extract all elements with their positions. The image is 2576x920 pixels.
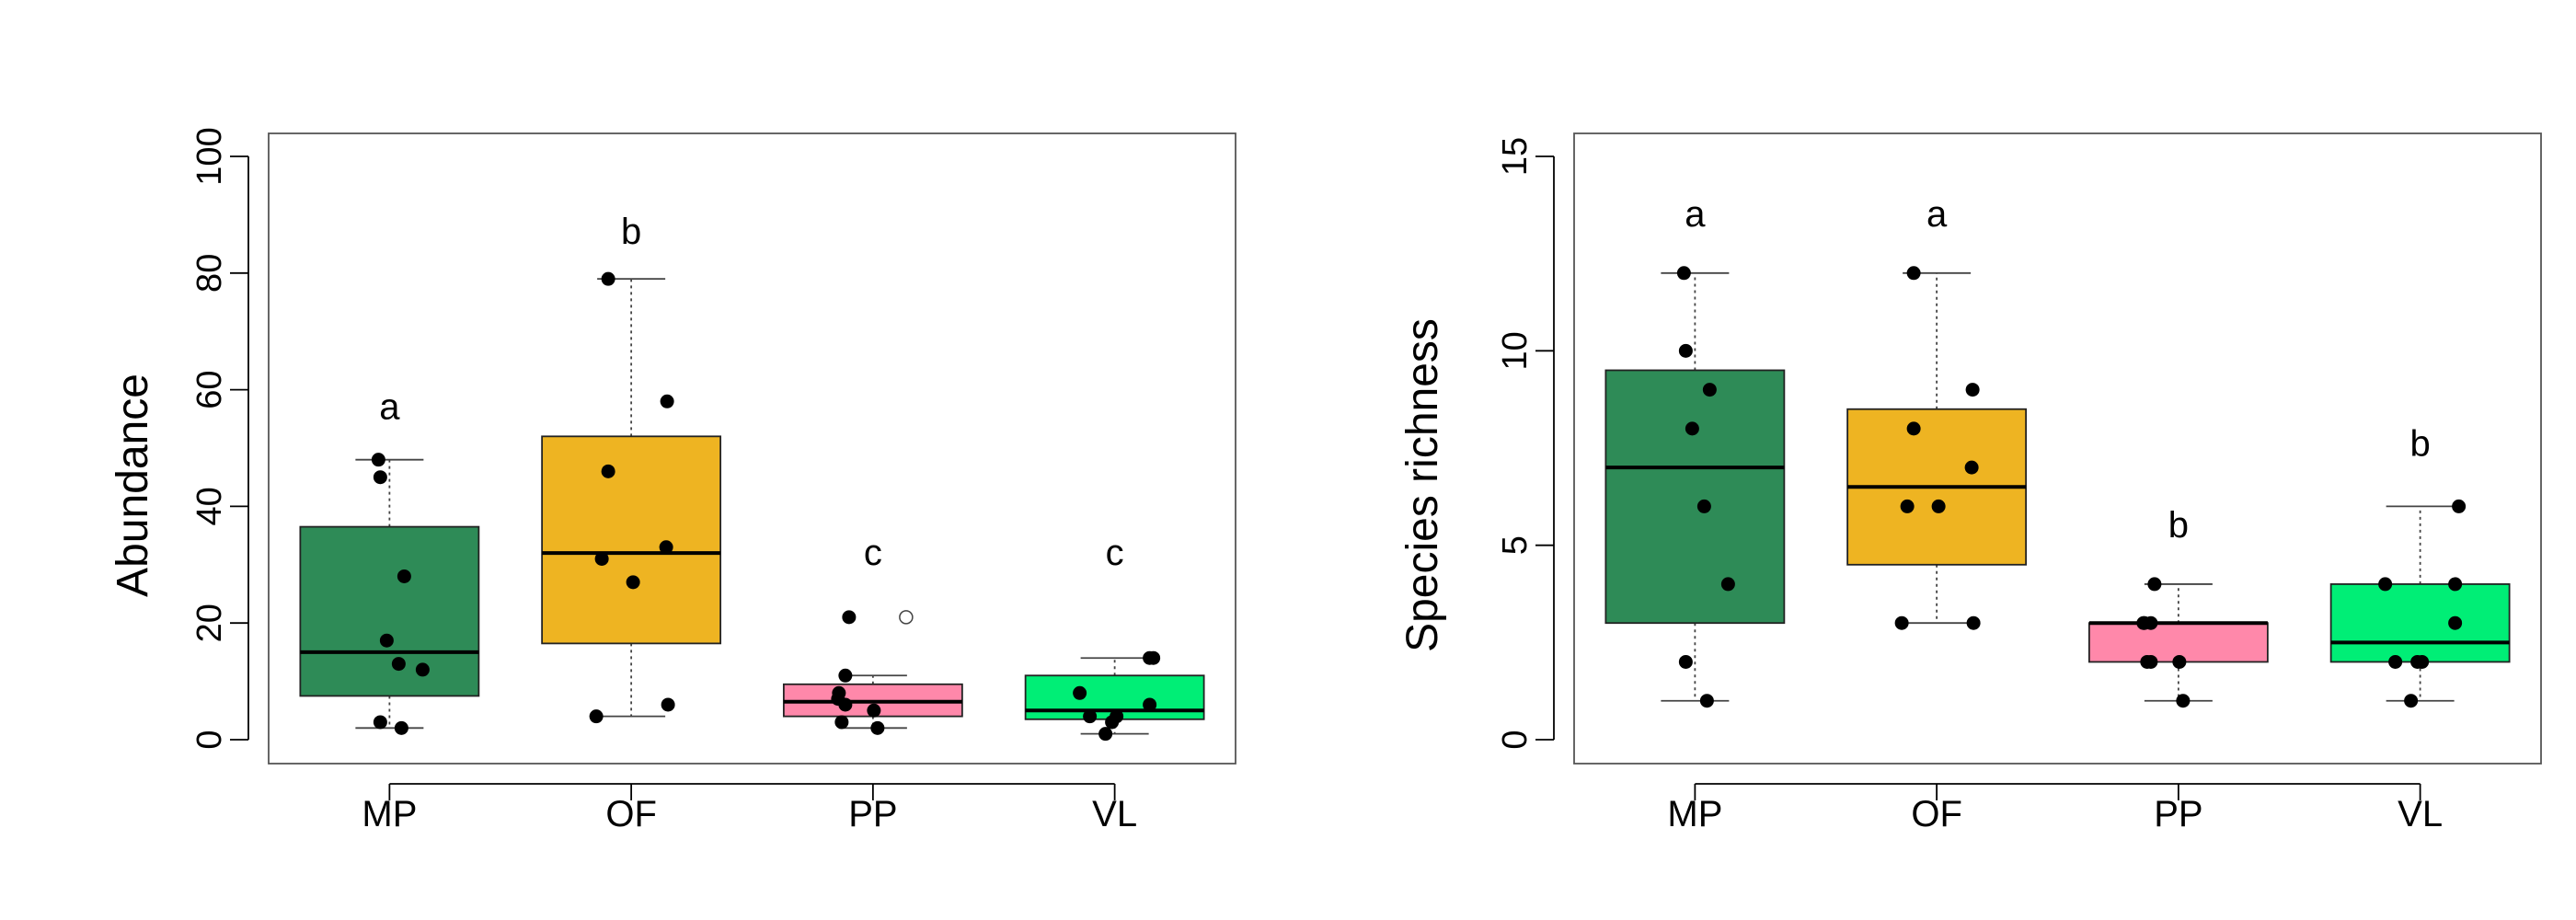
outlier-point-pp [899,610,914,625]
data-point-of [1965,383,1980,397]
data-point-mp [394,720,408,735]
data-point-vl [2448,577,2463,592]
significance-letter-pp: b [2168,505,2189,546]
data-point-mp [1699,694,1714,708]
plot-frame [268,132,1236,765]
data-point-pp [2172,654,2187,669]
data-point-of [661,697,675,712]
abundance-panel: 0 20 40 60 80 100 Abundance MP OF PP VL a b c c [109,127,1236,834]
x-tick-label-vl: VL [1092,794,1137,834]
x-tick-label-of: OF [605,794,657,834]
box-of [541,435,722,645]
data-point-of [659,540,673,555]
data-point-of [1964,460,1979,475]
y-tick-label: 100 [190,127,229,185]
data-point-of [1906,421,1921,436]
y-tick-label: 5 [1496,535,1535,555]
y-tick-label: 20 [190,604,229,642]
x-tick-label-mp: MP [362,794,417,834]
data-point-vl [1083,709,1098,724]
data-point-mp [397,569,411,583]
data-point-mp [1696,499,1711,513]
species-richness-panel: 0 5 10 15 Species richness MP OF PP VL a a b b [1398,132,2542,834]
y-tick-label: 0 [1496,730,1535,749]
y-axis-label: Species richness [1398,318,1447,652]
data-point-pp [838,697,853,712]
data-point-mp [1678,343,1693,358]
data-point-vl [2448,615,2463,630]
data-point-vl [2388,654,2403,669]
y-tick-label: 10 [1496,331,1535,370]
data-point-pp [834,715,849,730]
significance-letter-vl: c [1106,533,1124,573]
data-point-of [594,551,609,566]
data-point-pp [870,720,885,735]
data-point-of [660,394,674,408]
box-vl [2329,583,2511,663]
x-tick-label-pp: PP [848,794,897,834]
data-point-vl [1105,715,1120,730]
data-point-pp [838,668,853,683]
data-point-vl [2404,694,2419,708]
data-point-mp [379,633,394,648]
data-point-vl [1143,697,1157,712]
x-tick-label-pp: PP [2154,794,2202,834]
data-point-of [601,464,615,478]
data-point-pp [842,610,857,625]
data-point-of [589,709,604,724]
data-point-mp [415,662,430,677]
data-point-mp [1720,577,1735,592]
x-tick-label-vl: VL [2398,794,2443,834]
data-point-pp [867,703,881,718]
y-tick-label: 60 [190,370,229,408]
data-point-of [1931,499,1946,513]
data-point-vl [2452,499,2467,513]
data-point-of [1894,615,1909,630]
significance-letter-of: a [1926,194,1948,235]
data-point-pp [2140,654,2155,669]
data-point-pp [2147,577,2162,592]
x-tick-label-mp: MP [1667,794,1722,834]
data-point-pp [2176,694,2191,708]
data-point-vl [1143,650,1157,665]
data-point-mp [1678,654,1693,669]
data-point-vl [1098,727,1113,742]
plot-frame [1573,132,2542,765]
data-point-of [626,575,640,590]
significance-letter-mp: a [379,386,400,427]
box-mp [1604,369,1786,625]
data-point-vl [2410,654,2425,669]
data-point-mp [1685,421,1699,436]
data-point-pp [2136,615,2151,630]
data-point-mp [371,453,385,467]
y-tick-label: 15 [1496,137,1535,176]
data-point-vl [2378,577,2393,592]
data-point-of [1966,615,1981,630]
y-axis-label: Abundance [109,374,157,597]
data-point-of [601,271,615,286]
y-tick-label: 40 [190,487,229,525]
box-mp [299,525,480,697]
significance-letter-of: b [621,212,641,252]
data-point-vl [1073,685,1087,700]
data-point-mp [373,470,387,485]
data-point-mp [391,657,406,672]
significance-letter-vl: b [2410,423,2431,464]
significance-letter-pp: c [864,533,882,573]
data-point-of [1900,499,1915,513]
data-point-of [1906,266,1921,281]
y-tick-label: 80 [190,254,229,293]
data-point-mp [1702,383,1717,397]
data-point-mp [1676,266,1691,281]
x-tick-label-of: OF [1911,794,1962,834]
significance-letter-mp: a [1685,194,1706,235]
y-tick-label: 0 [190,730,229,749]
data-point-mp [373,715,387,730]
